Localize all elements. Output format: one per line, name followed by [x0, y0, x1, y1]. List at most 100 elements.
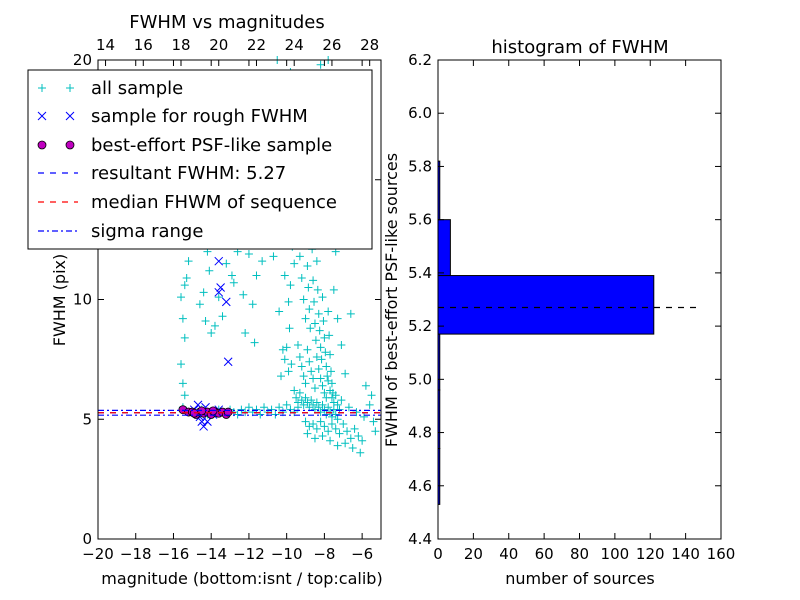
- series-0-point: [316, 417, 325, 426]
- series-0-point: [316, 60, 325, 69]
- x-tick-label: −18: [120, 545, 152, 563]
- series-0-point: [287, 360, 296, 369]
- legend-label-rough-fwhm: sample for rough FWHM: [91, 106, 308, 127]
- left-x-axis-label: magnitude (bottom:isnt / top:calib): [101, 569, 382, 588]
- series-0-point: [260, 403, 269, 412]
- series-0-point: [222, 259, 231, 268]
- series-0-point: [326, 350, 335, 359]
- series-0-point: [310, 319, 319, 328]
- series-0-point: [320, 333, 329, 342]
- hist-x-tick-label: 0: [433, 545, 443, 563]
- hist-y-tick-label: 4.4: [408, 530, 432, 548]
- series-0-point: [177, 293, 186, 302]
- series-0-point: [195, 300, 204, 309]
- series-0-point: [180, 333, 189, 342]
- series-0-point: [315, 326, 324, 335]
- series-0-point: [205, 266, 214, 275]
- series-0-point: [306, 324, 315, 333]
- series-0-point: [307, 396, 316, 405]
- legend-swatch-0: [38, 84, 46, 92]
- series-0-point: [361, 381, 370, 390]
- left-y-axis-label: FWHM (pix): [50, 254, 69, 347]
- hist-x-tick-label: 80: [570, 545, 589, 563]
- legend-box: [27, 69, 373, 250]
- series-0-point: [318, 400, 327, 409]
- series-0-point: [367, 391, 376, 400]
- series-1-point: [216, 283, 225, 292]
- top-x-tick-label: 28: [360, 36, 379, 54]
- series-0-point: [333, 314, 342, 323]
- x-tick-label: −6: [351, 545, 373, 563]
- series-0-point: [275, 403, 284, 412]
- series-0-point: [337, 341, 346, 350]
- series-0-point: [299, 372, 308, 381]
- legend-swatch-1: [37, 111, 47, 121]
- series-0-point: [343, 427, 352, 436]
- series-0-point: [199, 288, 208, 297]
- top-x-tick-label: 24: [285, 36, 304, 54]
- legend-swatch-2: [37, 140, 47, 150]
- series-0-point: [227, 271, 236, 280]
- series-0-point: [250, 338, 259, 347]
- legend-label-sigma-range: sigma range: [91, 221, 203, 242]
- x-tick-label: −8: [313, 545, 335, 563]
- series-0-point: [323, 372, 332, 381]
- series-0-point: [309, 420, 318, 429]
- series-1-point: [223, 357, 233, 367]
- right-x-axis-label: number of sources: [505, 569, 655, 588]
- series-0-point: [344, 403, 353, 412]
- x-tick-label: −16: [158, 545, 190, 563]
- legend-label-all-sample: all sample: [91, 78, 183, 99]
- legend-label-median-fwhm: median FHWM of sequence: [91, 192, 337, 213]
- hist-y-tick-label: 4.8: [408, 424, 432, 442]
- series-0-point: [371, 427, 380, 436]
- left-chart-title: FWHM vs magnitudes: [129, 12, 324, 33]
- series-0-point: [324, 403, 333, 412]
- hist-y-tick-label: 5.6: [408, 211, 432, 229]
- legend-swatch-0: [66, 84, 74, 92]
- series-0-point: [295, 352, 304, 361]
- series-0-point: [303, 429, 312, 438]
- series-0-point: [309, 374, 318, 383]
- series-0-point: [178, 379, 187, 388]
- series-0-point: [331, 424, 340, 433]
- legend-label-psf-sample: best-effort PSF-like sample: [91, 135, 332, 156]
- series-0-point: [329, 285, 338, 294]
- series-0-point: [301, 393, 310, 402]
- hist-y-tick-label: 5.8: [408, 157, 432, 175]
- series-0-point: [252, 271, 261, 280]
- series-0-point: [312, 398, 321, 407]
- series-0-point: [282, 400, 291, 409]
- series-0-point: [284, 367, 293, 376]
- series-0-point: [310, 384, 319, 393]
- series-0-point: [317, 355, 326, 364]
- legend-swatch-2: [65, 140, 75, 150]
- right-y-axis-label: FWHM of best-effort PSF-like sources: [382, 153, 401, 447]
- series-0-point: [214, 293, 223, 302]
- hist-x-tick-label: 100: [601, 545, 630, 563]
- series-0-point: [316, 343, 325, 352]
- series-0-point: [303, 345, 312, 354]
- series-0-point: [358, 436, 367, 445]
- series-0-point: [354, 432, 363, 441]
- series-0-point: [348, 443, 357, 452]
- series-0-point: [350, 424, 359, 433]
- series-0-point: [256, 410, 265, 419]
- y-tick-label: 5: [82, 410, 92, 428]
- top-x-tick-label: 20: [209, 36, 228, 54]
- top-x-tick-label: 18: [171, 36, 190, 54]
- series-0-point: [326, 436, 335, 445]
- series-0-point: [182, 273, 191, 282]
- series-0-point: [326, 386, 335, 395]
- series-0-point: [301, 379, 310, 388]
- series-0-point: [295, 388, 304, 397]
- series-0-point: [233, 410, 242, 419]
- series-0-point: [360, 412, 369, 421]
- x-tick-label: −12: [233, 545, 265, 563]
- series-0-point: [333, 415, 342, 424]
- series-0-point: [184, 257, 193, 266]
- series-0-point: [333, 441, 342, 450]
- series-0-point: [286, 281, 295, 290]
- series-0-point: [290, 259, 299, 268]
- hist-y-tick-label: 4.6: [408, 477, 432, 495]
